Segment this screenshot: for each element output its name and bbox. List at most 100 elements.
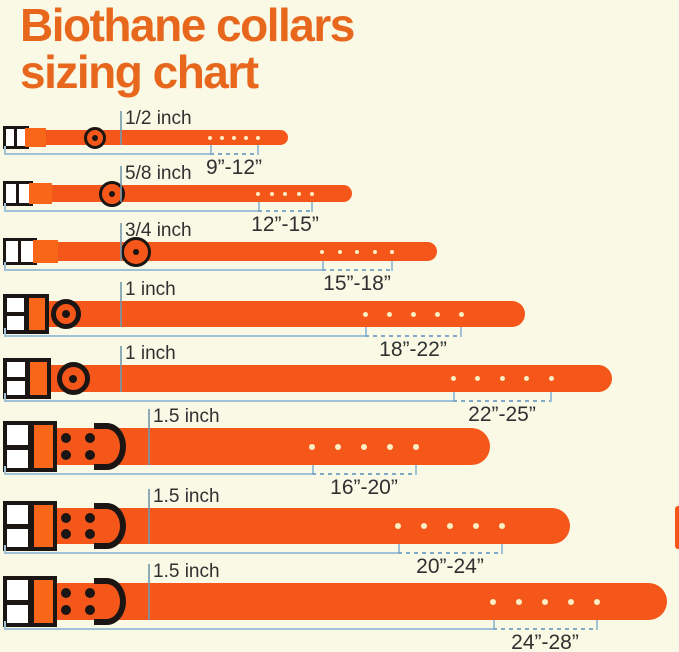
bracket-hole-tick-end: [596, 620, 598, 630]
collar-hole: [475, 376, 480, 381]
buckle-frame-divider: [7, 444, 30, 450]
buckle-frame-divider: [7, 524, 30, 529]
title-line2: sizing chart: [20, 46, 259, 98]
bracket-hole-tick-end: [550, 392, 552, 402]
buckle-keeper: [29, 183, 52, 204]
buckle-frame-bar: [17, 241, 21, 262]
collar-hole: [542, 598, 548, 605]
collar-hole: [208, 135, 212, 140]
collar-hole: [434, 311, 440, 317]
buckle-rivet: [61, 588, 71, 598]
collar-strap: [10, 242, 437, 261]
bracket-hole-tick-start: [365, 327, 367, 337]
collar-hole: [320, 249, 324, 254]
title-line1: Biothane collars: [20, 0, 355, 51]
buckle-keeper: [30, 362, 47, 395]
width-label-tick: [120, 223, 122, 261]
bracket-dashed-span: [398, 552, 502, 554]
buckle-rivet: [61, 513, 71, 523]
collar-hole: [232, 135, 236, 140]
bracket-left-tick: [4, 545, 6, 554]
buckle-frame-bar: [27, 505, 34, 547]
size-range-label: 18”-22”: [379, 338, 447, 361]
collar-hole: [362, 311, 368, 317]
bracket-dashed-span: [258, 210, 312, 212]
bracket-hole-tick-end: [391, 261, 393, 271]
buckle-frame: [3, 421, 57, 472]
buckle-frame: [3, 358, 51, 399]
bracket-hole-tick-start: [312, 465, 314, 475]
bracket-hole-tick-end: [415, 465, 417, 475]
width-label-tick: [120, 282, 122, 327]
buckle-rivet: [61, 450, 71, 460]
size-range-label: 24”-28”: [511, 631, 579, 652]
bracket-line: [4, 153, 210, 155]
collar-hole: [499, 523, 505, 529]
buckle-keeper: [29, 298, 45, 330]
collar-hole: [355, 249, 359, 254]
width-label: 1.5 inch: [153, 486, 220, 507]
collar-hole: [309, 443, 315, 450]
buckle-frame-divider: [7, 312, 26, 316]
collar-ring-icon: [56, 362, 90, 395]
width-label: 1.5 inch: [153, 561, 220, 582]
width-label-tick: [120, 111, 122, 145]
bracket-line: [4, 628, 493, 630]
bracket-left-tick: [4, 262, 6, 271]
collar-hole: [490, 598, 496, 605]
width-label-tick: [120, 166, 122, 202]
ring-rivet: [62, 310, 70, 318]
collar-hole: [450, 376, 456, 381]
d-ring-icon: [94, 423, 126, 470]
size-range-label: 22”-25”: [468, 403, 536, 426]
size-range-label: 20”-24”: [416, 555, 484, 578]
collar-hole: [458, 311, 464, 317]
collar-hole: [256, 191, 260, 196]
bracket-hole-tick-start: [398, 544, 400, 554]
size-range-label: 9”-12”: [205, 156, 263, 179]
buckle-rivet: [85, 605, 95, 615]
size-range-label: 16”-20”: [330, 476, 398, 499]
bracket-hole-tick-end: [257, 145, 259, 155]
bracket-line: [4, 400, 453, 402]
buckle-frame: [3, 501, 57, 551]
collar-hole: [372, 249, 377, 254]
buckle-frame-bar: [24, 298, 30, 330]
bracket-line: [4, 210, 258, 212]
collar-strap: [10, 365, 612, 392]
d-ring-icon: [94, 578, 126, 625]
buckle-rivet: [61, 605, 71, 615]
width-label: 1 inch: [125, 343, 176, 364]
collar-hole: [244, 135, 248, 140]
buckle-frame-bar: [14, 129, 18, 146]
width-label: 1.5 inch: [153, 406, 220, 427]
bracket-left-tick: [4, 328, 6, 337]
collar-hole: [548, 376, 554, 381]
width-label-tick: [148, 564, 150, 620]
ring-rivet: [133, 248, 139, 255]
collar-hole: [594, 598, 600, 605]
width-label: 3/4 inch: [125, 220, 192, 241]
bracket-line: [4, 473, 312, 475]
buckle-frame-divider: [7, 376, 27, 381]
buckle-keeper: [33, 240, 58, 263]
width-label: 5/8 inch: [125, 163, 192, 184]
collar-hole: [387, 443, 393, 450]
width-label-tick: [148, 489, 150, 544]
collar-ring-icon: [51, 299, 81, 329]
collar-hole: [568, 598, 574, 605]
collar-strap: [10, 130, 288, 145]
bracket-hole-tick-start: [453, 392, 455, 402]
ring-rivet: [92, 134, 98, 141]
buckle-rivet: [85, 588, 95, 598]
buckle-frame-divider: [7, 599, 30, 605]
buckle-rivet: [61, 433, 71, 443]
width-label: 1 inch: [125, 279, 176, 300]
buckle-frame: [3, 576, 57, 627]
buckle-frame-bar: [27, 580, 34, 623]
buckle-frame: [3, 181, 33, 206]
bracket-hole-tick-start: [322, 261, 324, 271]
ring-rivet: [69, 374, 77, 383]
buckle-keeper: [33, 425, 53, 468]
page-title: Biothane collars sizing chart: [20, 0, 355, 98]
